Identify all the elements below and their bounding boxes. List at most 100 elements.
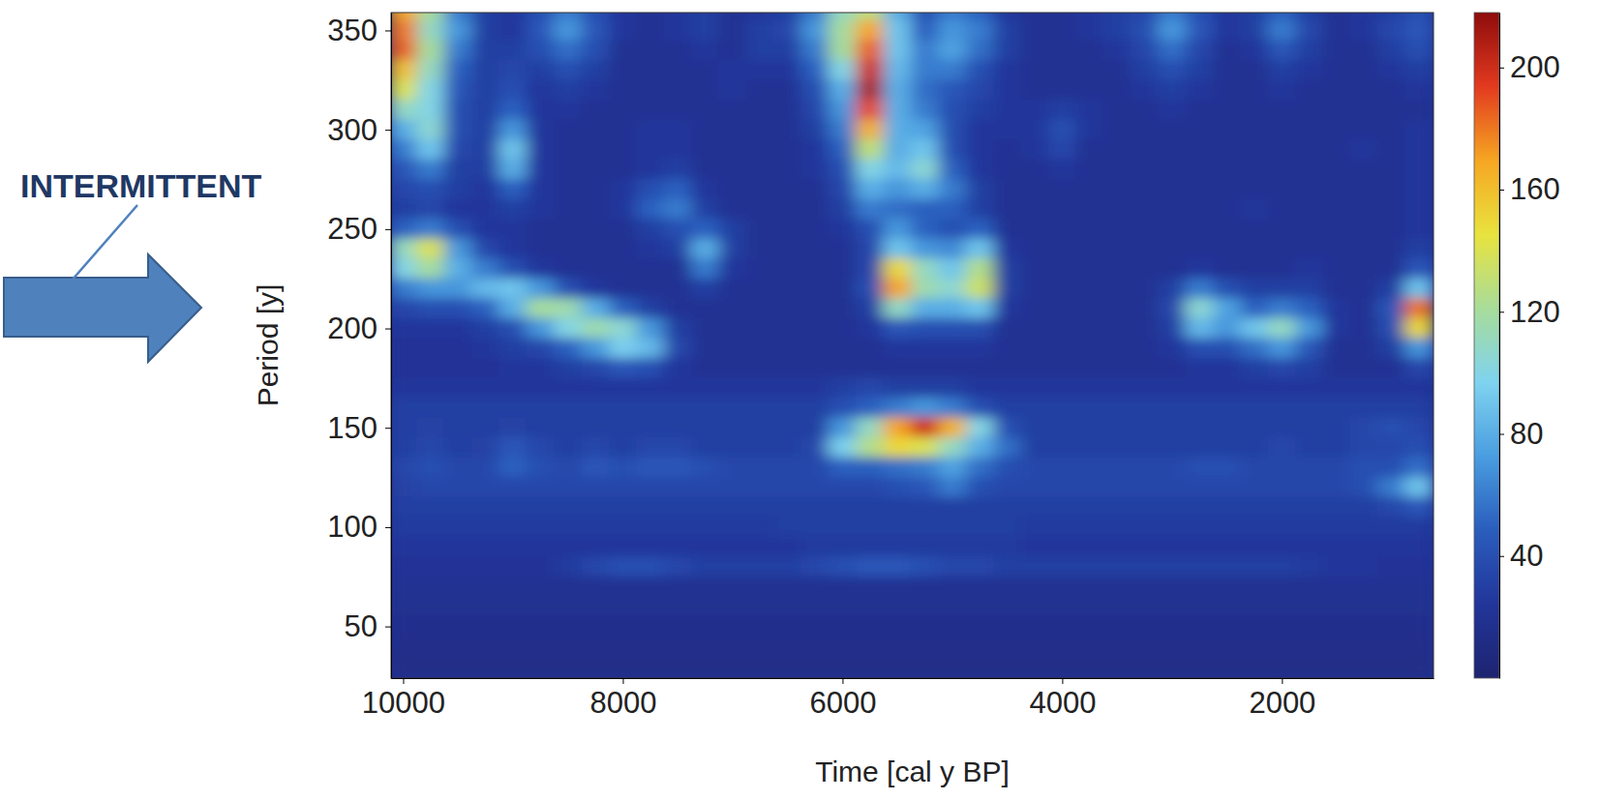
- heatmap-cell: [1048, 556, 1077, 578]
- heatmap-cell: [1405, 318, 1434, 340]
- heatmap-cell: [773, 397, 802, 420]
- heatmap-cell: [966, 477, 995, 499]
- heatmap-cell: [882, 60, 911, 82]
- heatmap-cell: [416, 397, 445, 420]
- x-axis-title: Time [cal y BP]: [815, 755, 1010, 788]
- heatmap-cell: [1020, 298, 1049, 320]
- heatmap-cell: [580, 337, 609, 360]
- heatmap-cell: [718, 20, 747, 42]
- heatmap-cell: [1020, 576, 1049, 599]
- heatmap-cell: [1322, 158, 1351, 181]
- heatmap-cell: [691, 60, 720, 82]
- heatmap-cell: [993, 139, 1022, 161]
- heatmap-cell: [1130, 457, 1159, 480]
- heatmap-cell: [828, 139, 857, 161]
- heatmap-cell: [828, 616, 857, 638]
- heatmap-cell: [882, 437, 911, 459]
- heatmap-cell: [1020, 537, 1049, 559]
- heatmap-cell: [718, 239, 747, 261]
- heatmap-cell: [910, 20, 939, 42]
- heatmap-cell: [664, 457, 693, 480]
- heatmap-cell: [718, 298, 747, 320]
- heatmap-cell: [580, 258, 609, 280]
- heatmap-cell: [910, 318, 939, 340]
- heatmap-cell: [526, 99, 555, 121]
- heatmap-cell: [1322, 239, 1351, 261]
- heatmap-cell: [800, 39, 829, 61]
- heatmap-cell: [1102, 457, 1131, 480]
- heatmap-cell: [1405, 397, 1434, 420]
- heatmap-cell: [1267, 179, 1297, 201]
- heatmap-cell: [882, 318, 911, 340]
- heatmap-cell: [1020, 99, 1049, 121]
- heatmap-cell: [1157, 158, 1186, 181]
- heatmap-cell: [635, 635, 665, 658]
- heatmap-cell: [1102, 298, 1131, 320]
- heatmap-cell: [1239, 60, 1268, 82]
- heatmap-cell: [664, 258, 693, 280]
- heatmap-cell: [1075, 377, 1104, 399]
- heatmap-cell: [718, 417, 747, 439]
- heatmap-cell: [1212, 437, 1241, 459]
- heatmap-cell: [966, 99, 995, 121]
- heatmap-cell: [966, 79, 995, 101]
- heatmap-cell: [937, 298, 967, 320]
- heatmap-cell: [1377, 358, 1406, 380]
- colorbar-tick-label: 40: [1509, 539, 1543, 574]
- heatmap-cell: [1020, 656, 1049, 678]
- heatmap-cell: [773, 635, 802, 658]
- heatmap-cell: [828, 39, 857, 61]
- heatmap-cell: [1157, 576, 1186, 599]
- heatmap-cell: [664, 377, 693, 399]
- heatmap-cell: [855, 497, 884, 519]
- heatmap-cell: [664, 60, 693, 82]
- heatmap-cell: [1075, 278, 1104, 301]
- heatmap-cell: [800, 576, 829, 599]
- heatmap-cell: [1020, 397, 1049, 420]
- heatmap-cell: [691, 278, 720, 301]
- heatmap-cell: [1405, 99, 1434, 121]
- heatmap-cell: [635, 318, 665, 340]
- heatmap-cell: [471, 437, 500, 459]
- heatmap-cell: [993, 377, 1022, 399]
- heatmap-cell: [691, 457, 720, 480]
- heatmap-cell: [1239, 318, 1268, 340]
- heatmap-cell: [882, 417, 911, 439]
- heatmap-cell: [882, 596, 911, 618]
- heatmap-cell: [910, 397, 939, 420]
- heatmap-cell: [444, 556, 473, 578]
- heatmap-cell: [691, 199, 720, 221]
- heatmap-cell: [691, 417, 720, 439]
- heatmap-cell: [526, 239, 555, 261]
- y-tick-label: 350: [327, 13, 378, 48]
- heatmap-cell: [1130, 12, 1159, 22]
- heatmap-cell: [1048, 497, 1077, 519]
- heatmap-cell: [664, 556, 693, 578]
- heatmap-cell: [910, 656, 939, 678]
- heatmap-cell: [416, 239, 445, 261]
- heatmap-cell: [1295, 417, 1324, 439]
- heatmap-cell: [828, 437, 857, 459]
- heatmap-cell: [800, 537, 829, 559]
- heatmap-cell: [746, 199, 775, 221]
- heatmap-cell: [526, 437, 555, 459]
- heatmap-cell: [1102, 12, 1131, 22]
- heatmap-cell: [416, 258, 445, 280]
- heatmap-cell: [1020, 199, 1049, 221]
- heatmap-cell: [855, 39, 884, 61]
- heatmap-cell: [1239, 258, 1268, 280]
- heatmap-cell: [993, 119, 1022, 141]
- heatmap-cell: [993, 497, 1022, 519]
- heatmap-cell: [608, 497, 637, 519]
- heatmap-cell: [1020, 556, 1049, 578]
- heatmap-cell: [1322, 39, 1351, 61]
- heatmap-cell: [1075, 576, 1104, 599]
- heatmap-cell: [1157, 417, 1186, 439]
- heatmap-cell: [1350, 318, 1379, 340]
- heatmap-cell: [1322, 497, 1351, 519]
- heatmap-cell: [1295, 99, 1324, 121]
- heatmap-cell: [1075, 119, 1104, 141]
- heatmap-cell: [1212, 377, 1241, 399]
- heatmap-cell: [993, 616, 1022, 638]
- heatmap-cell: [444, 537, 473, 559]
